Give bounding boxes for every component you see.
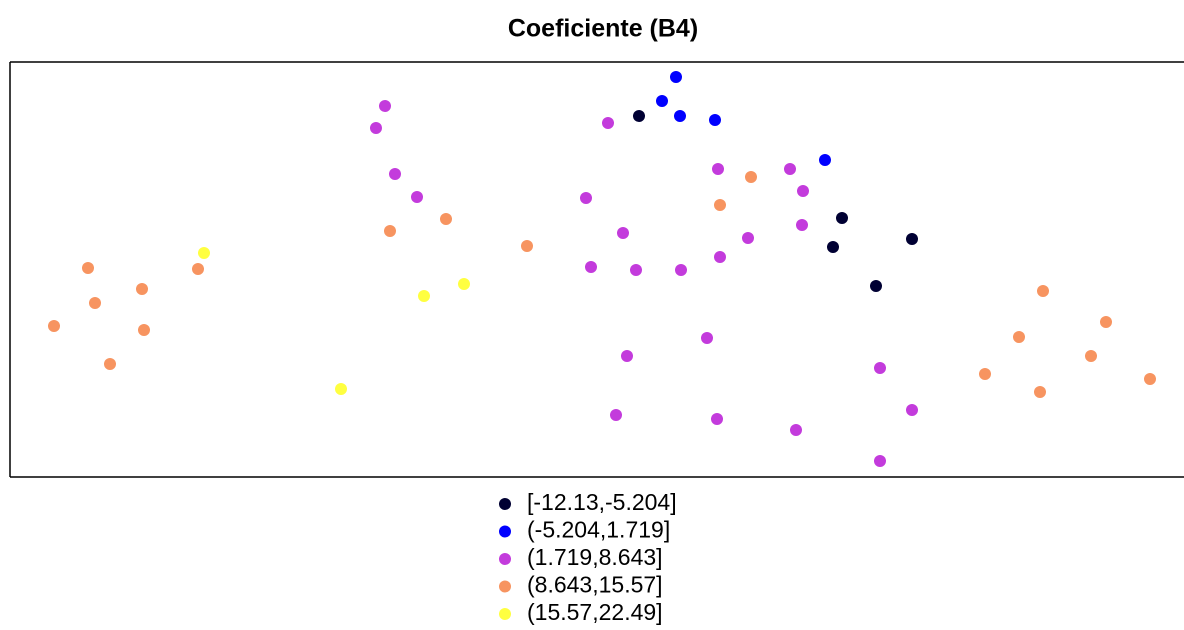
- point: [827, 241, 839, 253]
- point: [335, 383, 347, 395]
- point: [136, 283, 148, 295]
- legend-label: (15.57,22.49]: [527, 599, 663, 625]
- legend-label: (8.643,15.57]: [527, 572, 663, 598]
- point: [714, 251, 726, 263]
- point: [656, 95, 668, 107]
- point: [384, 225, 396, 237]
- point: [796, 219, 808, 231]
- legend-label: [-12.13,-5.204]: [527, 489, 677, 515]
- point: [979, 368, 991, 380]
- point: [674, 110, 686, 122]
- point: [411, 191, 423, 203]
- point: [48, 320, 60, 332]
- point: [745, 171, 757, 183]
- point: [1144, 373, 1156, 385]
- point: [874, 362, 886, 374]
- legend-marker: [499, 608, 511, 620]
- point: [670, 71, 682, 83]
- point: [714, 199, 726, 211]
- point: [712, 163, 724, 175]
- legend-marker: [499, 553, 511, 565]
- plot-frame: [9, 61, 1184, 478]
- point: [1085, 350, 1097, 362]
- point: [379, 100, 391, 112]
- point: [1100, 316, 1112, 328]
- point: [192, 263, 204, 275]
- point: [458, 278, 470, 290]
- point: [1034, 386, 1046, 398]
- point: [370, 122, 382, 134]
- point: [82, 262, 94, 274]
- point: [675, 264, 687, 276]
- point: [819, 154, 831, 166]
- point: [711, 413, 723, 425]
- point: [784, 163, 796, 175]
- point: [630, 264, 642, 276]
- legend-marker: [499, 580, 511, 593]
- point: [906, 404, 918, 416]
- point: [790, 424, 802, 436]
- legend-label: (1.719,8.643]: [527, 544, 663, 570]
- point: [1013, 331, 1025, 343]
- point: [602, 117, 614, 129]
- legend-label: (-5.204,1.719]: [527, 517, 670, 543]
- point: [198, 247, 210, 259]
- point: [389, 168, 401, 180]
- point: [580, 192, 592, 204]
- point: [797, 185, 809, 197]
- point: [521, 240, 533, 252]
- point: [440, 213, 452, 225]
- point: [906, 233, 918, 245]
- point: [701, 332, 713, 344]
- legend-marker: [499, 498, 511, 510]
- point: [585, 261, 597, 273]
- point: [709, 114, 721, 126]
- point: [742, 232, 754, 244]
- point: [138, 324, 150, 336]
- point: [1037, 285, 1049, 297]
- point: [621, 350, 633, 362]
- legend-marker: [499, 525, 511, 538]
- point: [633, 110, 645, 122]
- point: [870, 280, 882, 292]
- point: [89, 297, 101, 309]
- point: [418, 290, 430, 302]
- point: [874, 455, 886, 467]
- chart-title: Coeficiente (B4): [508, 15, 698, 43]
- point: [836, 212, 848, 224]
- point: [617, 227, 629, 239]
- point: [104, 358, 116, 370]
- point: [610, 409, 622, 421]
